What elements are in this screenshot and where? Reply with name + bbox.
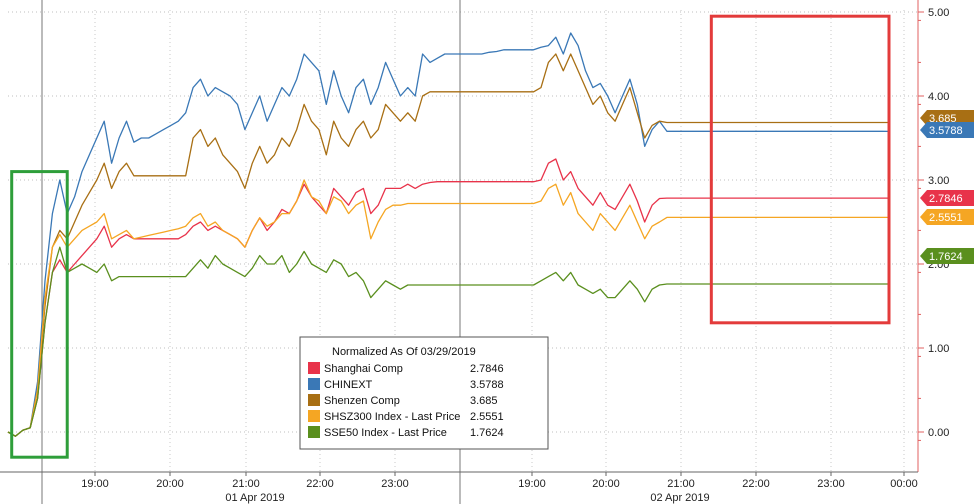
legend-series-value: 3.5788 (470, 379, 504, 391)
legend-swatch (308, 410, 320, 422)
legend: Normalized As Of 03/29/2019 Shanghai Comp… (299, 336, 549, 450)
legend-series-name: SSE50 Index - Last Price (324, 427, 447, 439)
last-value-tag: 2.7846 (920, 190, 974, 206)
legend-series-value: 3.685 (470, 395, 498, 407)
x-tick-label: 19:00 (518, 478, 546, 490)
x-tick-label: 19:00 (81, 478, 109, 490)
legend-series-value: 2.7846 (470, 363, 504, 375)
date-label: 01 Apr 2019 (225, 492, 284, 504)
legend-swatch (308, 394, 320, 406)
tag-text: 2.7846 (929, 193, 963, 205)
tag-text: 2.5551 (929, 212, 963, 224)
series-line-shenzen-comp (7, 53, 889, 437)
series-lines (7, 32, 890, 437)
series-line-shanghai-comp (7, 158, 889, 437)
legend-series-value: 2.5551 (470, 411, 504, 423)
y-tick-label: 0.00 (928, 427, 949, 439)
last-value-tag: 2.5551 (920, 209, 974, 225)
legend-entry: SSE50 Index - Last Price 1.7624 (308, 426, 504, 439)
legend-swatch (308, 362, 320, 374)
tag-shape (920, 248, 974, 264)
x-tick-label: 21:00 (667, 478, 695, 490)
series-line-shsz300-index-last-price (7, 179, 889, 437)
x-tick-label: 23:00 (817, 478, 845, 490)
legend-entry: Shanghai Comp 2.7846 (308, 362, 504, 375)
legend-series-name: Shanghai Comp (324, 363, 403, 375)
legend-series-name: CHINEXT (324, 379, 373, 391)
tag-shape (920, 122, 974, 138)
x-tick-label: 21:00 (232, 478, 260, 490)
x-tick-label: 20:00 (156, 478, 184, 490)
highlight-box (709, 14, 891, 325)
legend-series-name: Shenzen Comp (324, 395, 400, 407)
legend-swatch (308, 426, 320, 438)
legend-entry: CHINEXT 3.5788 (308, 378, 504, 391)
series-line-sse50-index-last-price (7, 246, 889, 437)
x-axis: 19:00 20:00 21:00 22:00 23:00 19:00 20:00 21:00… (0, 471, 918, 504)
y-axis: 5.004.003.002.001.000.00 (917, 0, 949, 472)
legend-entry: Shenzen Comp 3.685 (308, 394, 498, 407)
series-line-chinext (7, 32, 890, 437)
legend-title: Normalized As Of 03/29/2019 (332, 346, 476, 358)
x-tick-label: 00:00 (890, 478, 918, 490)
y-tick-label: 1.00 (928, 343, 949, 355)
highlight-boxes (10, 14, 891, 459)
y-tick-label: 4.00 (928, 91, 949, 103)
x-tick-label: 22:00 (306, 478, 334, 490)
x-tick-label: 20:00 (592, 478, 620, 490)
y-tick-label: 3.00 (928, 175, 949, 187)
legend-box (299, 336, 549, 450)
legend-series-name: SHSZ300 Index - Last Price (324, 411, 460, 423)
date-label: 02 Apr 2019 (650, 492, 709, 504)
y-tick-label: 5.00 (928, 7, 949, 19)
last-value-tag: 1.7624 (920, 248, 974, 264)
x-tick-label: 22:00 (742, 478, 770, 490)
x-tick-label: 23:00 (381, 478, 409, 490)
highlight-box (10, 170, 69, 459)
tag-shape (920, 190, 974, 206)
legend-entry: SHSZ300 Index - Last Price 2.5551 (308, 410, 504, 423)
tag-text: 1.7624 (929, 251, 963, 263)
last-value-tag: 3.5788 (920, 122, 974, 138)
legend-swatch (308, 378, 320, 390)
legend-series-value: 1.7624 (470, 427, 504, 439)
tag-shape (920, 209, 974, 225)
tag-text: 3.5788 (929, 125, 963, 137)
